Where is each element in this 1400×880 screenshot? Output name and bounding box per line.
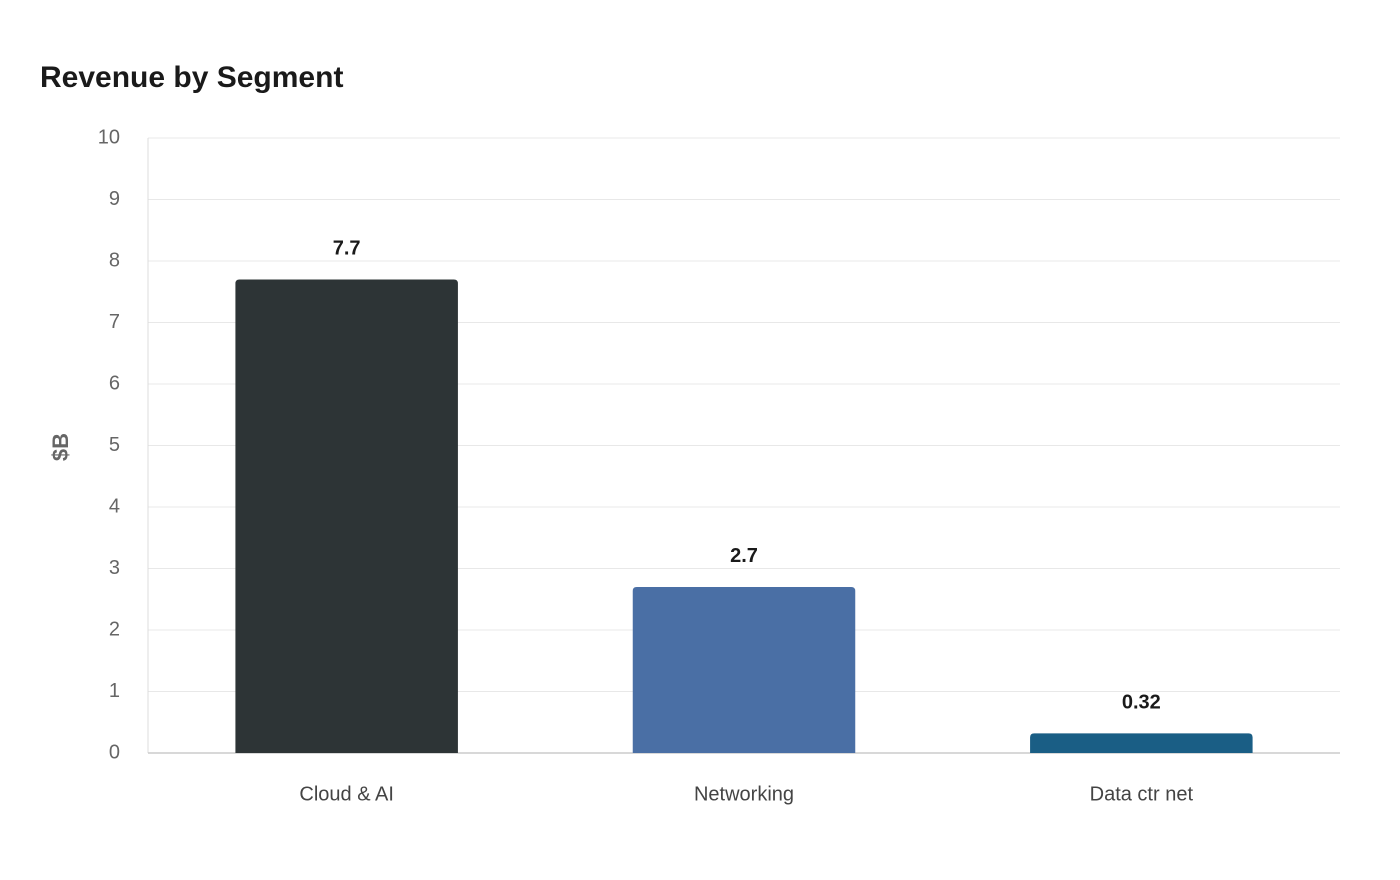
y-tick-label: 6	[109, 372, 120, 394]
bar	[1030, 733, 1253, 753]
y-axis-label: $B	[48, 433, 73, 461]
y-tick-label: 9	[109, 188, 120, 210]
x-tick-label: Networking	[694, 783, 794, 805]
x-tick-label: Cloud & AI	[299, 783, 394, 805]
data-label: 0.32	[1122, 692, 1161, 714]
chart-title: Revenue by Segment	[40, 61, 343, 94]
data-label: 2.7	[730, 545, 758, 567]
y-tick-label: 7	[109, 311, 120, 333]
x-tick-label: Data ctr net	[1090, 783, 1194, 805]
bar	[235, 279, 458, 753]
y-tick-label: 3	[109, 557, 120, 579]
y-tick-label: 10	[98, 126, 120, 148]
y-tick-label: 2	[109, 618, 120, 640]
y-tick-label: 4	[109, 495, 120, 517]
bar	[632, 586, 856, 753]
y-tick-label: 8	[109, 249, 120, 271]
y-tick-label: 0	[109, 741, 120, 763]
y-tick-label: 1	[109, 680, 120, 702]
data-label: 7.7	[333, 238, 361, 260]
y-tick-label: 5	[109, 434, 120, 456]
